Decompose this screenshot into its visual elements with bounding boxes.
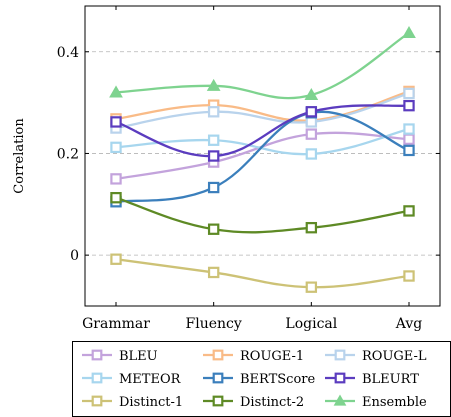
y-tick-label: 0 xyxy=(70,248,79,264)
legend-swatch-marker xyxy=(212,372,224,384)
legend-swatch-marker xyxy=(91,395,103,407)
y-tick-label: 0.4 xyxy=(57,45,79,61)
x-tick-label: Fluency xyxy=(186,316,242,332)
x-tick-label: Grammar xyxy=(82,316,150,332)
legend-label: BERTScore xyxy=(240,372,316,387)
legend-label: ROUGE-L xyxy=(362,349,427,364)
legend-item-bleurt: BLEURT xyxy=(325,372,419,387)
series-distinct-1 xyxy=(110,253,415,293)
series-meteor xyxy=(110,123,415,160)
series-line-bleurt xyxy=(115,104,410,158)
data-point-ensemble xyxy=(109,85,123,98)
legend-label: Distinct-1 xyxy=(119,395,183,410)
data-point-bleu xyxy=(110,173,122,185)
legend-item-ensemble: Ensemble xyxy=(325,394,427,410)
grid-lines xyxy=(85,51,440,256)
data-point-meteor xyxy=(305,148,318,160)
legend-item-meteor: METEOR xyxy=(82,372,182,387)
legend-label: ROUGE-1 xyxy=(240,349,304,364)
series-line-meteor xyxy=(115,127,410,156)
legend-label: Distinct-2 xyxy=(240,395,304,410)
data-point-ensemble xyxy=(304,87,319,100)
series-line-rouge-l xyxy=(115,92,410,130)
series-rouge-l xyxy=(110,87,415,134)
legend-swatch-marker xyxy=(333,394,347,406)
data-point-distinct-1 xyxy=(110,253,122,265)
data-point-bertscore xyxy=(403,144,415,157)
legend-swatch-marker xyxy=(212,349,224,361)
x-tick-label: Avg xyxy=(395,316,422,332)
data-point-bleurt xyxy=(110,116,122,128)
data-point-rouge-l xyxy=(207,106,220,118)
series-ensemble xyxy=(109,25,416,100)
legend-swatch-marker xyxy=(91,349,103,361)
y-axis-label: Correlation xyxy=(12,118,27,194)
data-point-distinct-1 xyxy=(305,281,318,293)
data-point-bleu xyxy=(305,128,318,140)
data-point-meteor xyxy=(207,134,220,146)
data-point-meteor xyxy=(403,123,415,135)
data-point-distinct-1 xyxy=(403,270,415,282)
series-bleurt xyxy=(110,99,415,162)
legend-swatch-marker xyxy=(212,395,224,407)
legend-item-rouge-l: ROUGE-L xyxy=(325,349,427,364)
data-point-distinct-2 xyxy=(110,191,122,204)
data-point-bleu xyxy=(403,133,415,145)
data-point-distinct-2 xyxy=(305,221,318,234)
legend: BLEU ROUGE-1 ROUGE-L METEOR BERTScore BLEURT D… xyxy=(72,341,451,417)
plot-frame xyxy=(84,5,441,307)
series-line-bertscore xyxy=(115,110,410,203)
legend-swatch-marker xyxy=(91,372,103,384)
series-line-bleu xyxy=(115,131,410,181)
series-line-ensemble xyxy=(115,31,410,100)
legend-label: METEOR xyxy=(119,372,182,387)
data-point-ensemble xyxy=(402,25,416,38)
data-point-bertscore xyxy=(207,181,220,194)
legend-item-bleu: BLEU xyxy=(82,349,158,364)
legend-item-distinct-2: Distinct-2 xyxy=(203,395,304,410)
legend-item-distinct-1: Distinct-1 xyxy=(82,395,183,410)
legend-box xyxy=(72,341,451,417)
data-point-bleurt xyxy=(403,99,415,112)
axes: 0 0.2 0.4 Grammar Fluency Logical Avg xyxy=(57,6,440,332)
data-point-distinct-2 xyxy=(207,223,220,235)
legend-label: BLEURT xyxy=(362,372,419,387)
data-point-ensemble xyxy=(206,78,221,91)
legend-swatch-marker xyxy=(334,349,346,361)
series-bertscore xyxy=(110,107,415,208)
data-point-meteor xyxy=(110,141,122,154)
y-tick-label: 0.2 xyxy=(57,146,79,162)
legend-label: Ensemble xyxy=(362,395,427,410)
legend-item-rouge-1: ROUGE-1 xyxy=(203,349,304,364)
legend-label: BLEU xyxy=(119,349,158,364)
legend-item-bertscore: BERTScore xyxy=(203,372,316,387)
legend-swatch-marker xyxy=(334,372,346,384)
data-point-rouge-l xyxy=(403,87,415,100)
data-point-bleurt xyxy=(207,150,220,162)
series-line-distinct-1 xyxy=(115,258,410,289)
series-line-distinct-2 xyxy=(115,196,410,234)
data-point-bleurt xyxy=(305,106,318,118)
series-distinct-2 xyxy=(110,191,415,235)
data-point-rouge-l xyxy=(305,116,318,128)
series-layer xyxy=(109,25,416,293)
data-point-distinct-1 xyxy=(207,266,220,279)
x-tick-label: Logical xyxy=(285,316,337,332)
data-point-distinct-2 xyxy=(403,205,415,217)
